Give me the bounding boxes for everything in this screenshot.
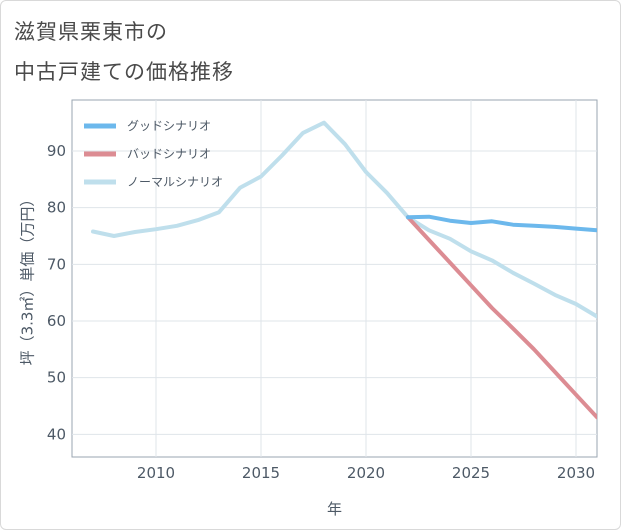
y-tick-label: 80 xyxy=(47,199,66,217)
series-lines xyxy=(91,120,597,420)
y-tick-label: 60 xyxy=(47,312,66,330)
y-tick-label: 50 xyxy=(47,369,66,387)
legend-label: バッドシナリオ xyxy=(127,147,211,161)
series-line-2 xyxy=(91,120,597,319)
x-tick-label: 2025 xyxy=(452,464,490,482)
x-tick-label: 2020 xyxy=(347,464,385,482)
series-line-1 xyxy=(406,215,597,420)
chart-title-line2: 中古戸建ての価格推移 xyxy=(14,60,234,84)
series-line-0 xyxy=(406,214,597,233)
chart-title-line1: 滋賀県栗東市の xyxy=(14,20,168,44)
y-axis-label: 坪（3.3㎡）単価（万円） xyxy=(19,192,37,366)
x-tick-label: 2030 xyxy=(557,464,595,482)
x-tick-label: 2015 xyxy=(242,464,280,482)
y-tick-label: 40 xyxy=(47,425,66,443)
plot-area xyxy=(71,99,598,458)
x-axis-label: 年 xyxy=(327,500,342,518)
x-tick-label: 2010 xyxy=(137,464,175,482)
legend-label: グッドシナリオ xyxy=(127,119,211,133)
grid-lines xyxy=(72,100,597,457)
y-tick-label: 70 xyxy=(47,255,66,273)
y-tick-label: 90 xyxy=(47,142,66,160)
legend-label: ノーマルシナリオ xyxy=(127,175,223,189)
tick-labels: 2010 2015 2020 2025 2030 40 50 60 70 80 90 xyxy=(47,142,595,482)
